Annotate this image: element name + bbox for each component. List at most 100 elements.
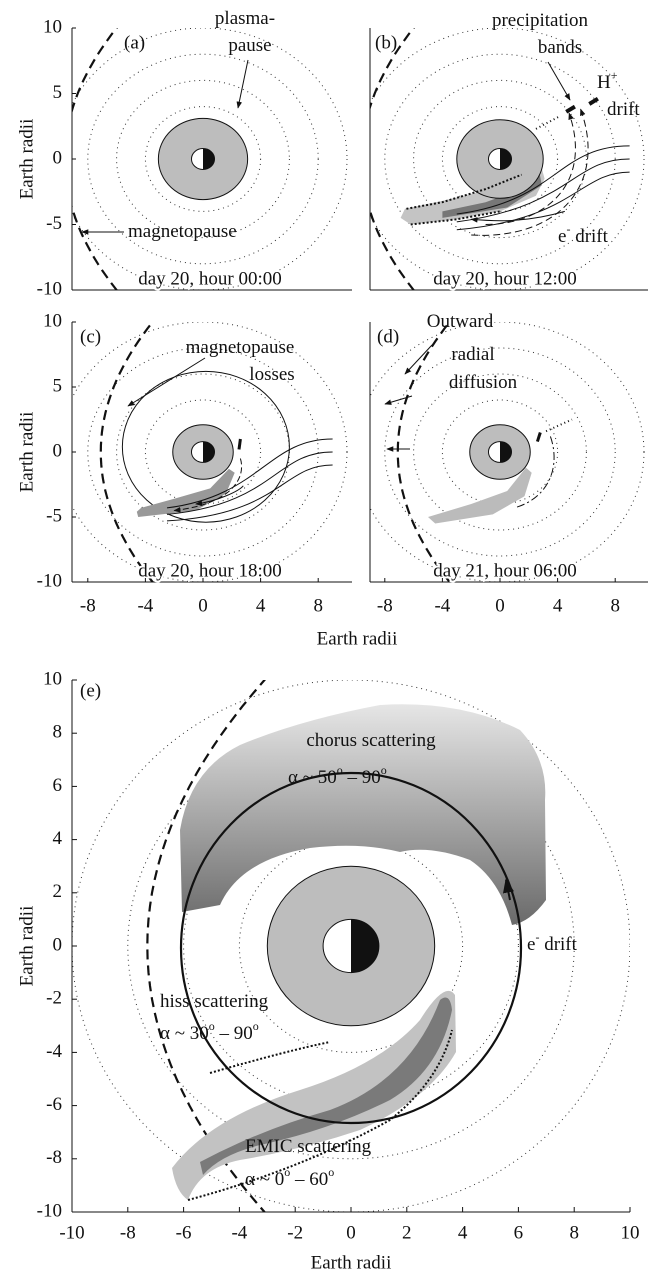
annotation: hiss scattering [160,991,269,1012]
y-tick-label: -2 [46,988,62,1009]
annotation-text: H [597,72,611,93]
y-tick-label: -6 [46,1094,62,1115]
annotation-text: α ~ 30 [160,1023,209,1044]
annotation: drift [607,99,640,120]
x-tick-label: -4 [434,595,450,616]
h-drift [471,108,589,236]
y-tick-label: 5 [53,375,63,396]
annotation-text: EMIC scattering [245,1136,372,1157]
x-tick-label: 6 [514,1222,524,1243]
annotation: H+ [597,68,618,94]
annotation-text: e [527,934,535,955]
emic-region [200,997,452,1175]
annotation-text: radial [451,344,494,365]
earth-night [203,148,215,170]
annotation-text: magnetopause [128,221,237,242]
x-axis-label: Earth radii [311,1252,392,1273]
annotation-text: hiss scattering [160,991,269,1012]
range-circle [87,347,319,557]
panel [72,28,348,290]
annotation-text: Outward [427,311,494,332]
precip-band [237,438,242,450]
y-tick-label: 6 [53,775,63,796]
panel-label: (b) [375,32,397,53]
y-tick-label: 8 [53,722,63,743]
panel [72,322,348,582]
annotation-text: chorus scattering [306,730,436,751]
x-tick-label: 8 [610,595,620,616]
annotation-text: plasma- [215,8,275,29]
range-circle [127,732,575,1160]
y-tick-label: 0 [53,440,63,461]
range-circle [72,28,348,290]
y-tick-label: 10 [43,16,62,37]
annotation: e- drift [558,222,609,248]
annotation-text: – 90 [343,767,381,788]
x-tick-label: 8 [569,1222,579,1243]
annotation: EMIC scattering [245,1136,372,1157]
panel-caption: day 21, hour 06:00 [433,560,577,581]
band-edge [406,173,522,210]
x-tick-label: 4 [256,595,266,616]
y-tick-label: 0 [53,147,63,168]
earth-night [203,441,215,463]
range-circle [384,53,616,265]
precipitation-region [428,467,532,524]
annotation-text: precipitation [492,10,589,31]
y-tick-label: -4 [46,1041,62,1062]
range-circle [370,322,645,582]
magnetopause [72,28,119,290]
precip-band [545,418,573,433]
panel-label: (e) [80,680,101,701]
annotation: magnetopause [186,337,295,358]
range-circle [413,79,587,239]
y-tick-label: 5 [53,82,63,103]
arrow [404,344,433,375]
earth-night [351,919,379,973]
panel [72,680,630,1212]
panel-caption: day 20, hour 00:00 [138,268,282,289]
x-tick-label: 0 [198,595,208,616]
annotation: Outward [427,311,494,332]
panel [370,322,645,582]
x-tick-label: -4 [137,595,153,616]
annotation-text: e [558,226,566,247]
field-line [456,145,630,215]
x-tick-label: 4 [458,1222,468,1243]
h-drift [485,112,576,225]
annotation-text: bands [538,37,582,58]
y-tick-label: -10 [37,278,62,299]
precipitation-region [136,468,235,517]
arrow [547,61,571,101]
annotation: α ~ 0o – 60o [245,1165,334,1191]
y-axis-label: Earth radii [16,412,37,493]
e-drift [470,210,565,223]
y-tick-label: 4 [53,828,63,849]
annotation-text: – 90 [215,1023,253,1044]
precip-band [588,96,599,106]
panel-label: (c) [80,326,101,347]
x-tick-label: -2 [287,1222,303,1243]
y-tick-label: -10 [37,570,62,591]
superscript: o [209,1019,215,1033]
annotation: plasma- [215,8,275,29]
annotation: α ~ 50o – 90o [288,763,387,789]
range-circle [116,79,290,239]
x-axis-label: Earth radii [317,628,398,649]
annotation-text: diffusion [449,372,518,393]
x-tick-label: 2 [402,1222,412,1243]
y-tick-label: 10 [43,668,62,689]
panel-label: (a) [124,32,145,53]
drift-arrow [502,878,514,901]
earth-night [500,441,512,463]
annotation-text: α ~ 50 [288,767,337,788]
annotation: e- drift [527,930,578,956]
x-tick-label: 4 [553,595,563,616]
annotation-text: pause [228,35,271,56]
range-circle [370,28,645,290]
arrow [236,59,249,109]
arrow [384,395,413,405]
y-axis-label: Earth radii [16,906,37,987]
annotation-text: drift [539,934,577,955]
